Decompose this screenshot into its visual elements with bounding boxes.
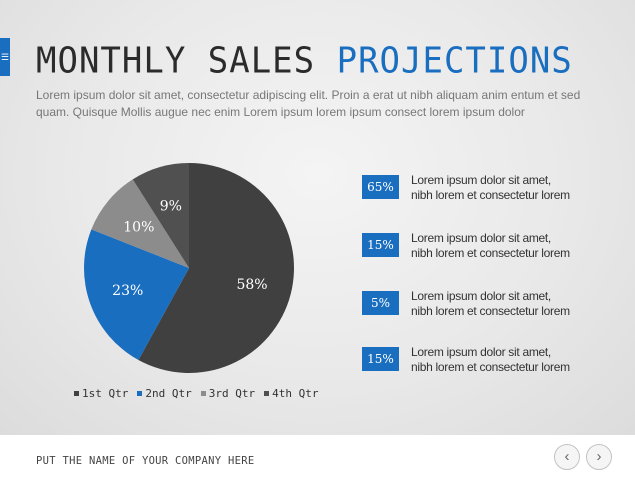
footer: PUT THE NAME OF YOUR COMPANY HERE ‹ › bbox=[0, 435, 635, 477]
stat-text-line: Lorem ipsum dolor sit amet, bbox=[411, 231, 551, 245]
pie-slice-label: 9% bbox=[160, 198, 182, 214]
next-slide-button[interactable]: › bbox=[586, 444, 612, 470]
chevron-left-icon: ‹ bbox=[564, 448, 570, 465]
stat-text-line: Lorem ipsum dolor sit amet, bbox=[411, 173, 551, 187]
company-name: PUT THE NAME OF YOUR COMPANY HERE bbox=[36, 455, 255, 467]
legend-swatch bbox=[264, 391, 270, 396]
pie-slice-label: 58% bbox=[236, 277, 267, 293]
pie-slice-2 bbox=[83, 229, 189, 361]
pie-slice-label: 23% bbox=[112, 283, 143, 299]
legend-swatch bbox=[200, 391, 206, 396]
title-part-accent: PROJECTIONS bbox=[336, 40, 573, 82]
legend-entry: 4th Qtr bbox=[264, 387, 318, 400]
legend-swatch bbox=[137, 391, 143, 396]
stat-row: 15% Lorem ipsum dolor sit amet, nibh lore… bbox=[362, 230, 622, 260]
stat-text-line: nibh lorem et consectetur lorem bbox=[411, 360, 570, 374]
pie-slice-label: 10% bbox=[123, 220, 154, 236]
pie-slice-4 bbox=[132, 163, 189, 268]
chevron-right-icon: › bbox=[596, 448, 602, 465]
stat-badge: 15% bbox=[362, 347, 399, 371]
stat-text-line: nibh lorem et consectetur lorem bbox=[411, 188, 570, 202]
stat-text-line: nibh lorem et consectetur lorem bbox=[411, 304, 570, 318]
subtitle: Lorem ipsum dolor sit amet, consectetur … bbox=[36, 88, 581, 119]
prev-slide-button[interactable]: ‹ bbox=[554, 444, 580, 470]
pie-slice-1 bbox=[138, 163, 294, 373]
chart-legend: 1st Qtr 2nd Qtr 3rd Qtr 4th Qtr bbox=[74, 387, 318, 400]
stat-text: Lorem ipsum dolor sit amet, nibh lorem et… bbox=[411, 289, 626, 319]
stat-row: 5% Lorem ipsum dolor sit amet, nibh lorem… bbox=[362, 288, 622, 318]
legend-label: 4th Qtr bbox=[272, 387, 319, 400]
stat-text-line: Lorem ipsum dolor sit amet, bbox=[411, 289, 551, 303]
legend-swatch bbox=[74, 391, 79, 396]
stat-row: 65% Lorem ipsum dolor sit amet, nibh lore… bbox=[362, 172, 622, 202]
slide: ☰ MONTHLY SALES PROJECTIONS Lorem ipsum … bbox=[0, 0, 635, 435]
stat-text: Lorem ipsum dolor sit amet, nibh lorem et… bbox=[411, 231, 626, 261]
legend-entry: 2nd Qtr bbox=[137, 387, 192, 400]
pie-chart: 58% 23% 10% 9% bbox=[83, 163, 294, 373]
legend-label: 1st Qtr bbox=[82, 387, 129, 400]
stat-text-line: Lorem ipsum dolor sit amet, bbox=[411, 345, 551, 359]
menu-lines-icon[interactable]: ☰ bbox=[0, 38, 10, 76]
page-title: MONTHLY SALES PROJECTIONS bbox=[36, 40, 573, 82]
stat-badge: 65% bbox=[362, 175, 399, 199]
stat-badge: 5% bbox=[362, 291, 399, 315]
stat-text: Lorem ipsum dolor sit amet, nibh lorem et… bbox=[411, 345, 626, 375]
stat-row: 15% Lorem ipsum dolor sit amet, nibh lore… bbox=[362, 344, 622, 374]
legend-label: 3rd Qtr bbox=[208, 387, 256, 400]
stat-badge: 15% bbox=[362, 233, 399, 257]
stat-text: Lorem ipsum dolor sit amet, nibh lorem et… bbox=[411, 173, 626, 203]
title-part-main: MONTHLY SALES bbox=[36, 40, 316, 82]
legend-entry: 3rd Qtr bbox=[200, 387, 256, 400]
legend-label: 2nd Qtr bbox=[145, 387, 192, 400]
legend-entry: 1st Qtr bbox=[74, 387, 128, 400]
stat-text-line: nibh lorem et consectetur lorem bbox=[411, 246, 570, 260]
pie-slice-3 bbox=[91, 179, 189, 268]
